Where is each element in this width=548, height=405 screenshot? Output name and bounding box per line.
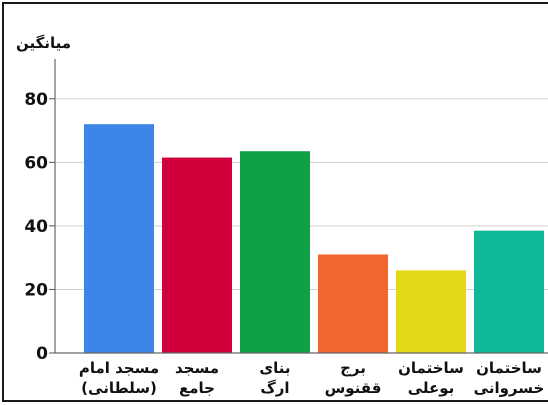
x-tick-label: مسجد [175, 359, 219, 377]
bar [318, 254, 388, 353]
bar [396, 270, 466, 353]
bar-chart: میانگین 0 20 40 60 80 مسجد امام (سلطانی) مسجد جام… [16, 34, 548, 397]
x-tick-label: خسروانی [474, 379, 545, 397]
x-tick-label: ساختمان [476, 359, 542, 377]
bars [84, 124, 544, 353]
x-tick-label: ساختمان [398, 359, 464, 377]
y-tick-label: 80 [24, 90, 48, 110]
y-tick-label: 20 [24, 280, 48, 300]
x-tick-label: (سلطانی) [81, 379, 157, 397]
bar [162, 157, 232, 353]
bar [474, 230, 544, 353]
x-tick-label: بوعلی [408, 379, 455, 397]
x-tick-label: بنای [259, 359, 290, 377]
x-tick-label: مسجد امام [79, 359, 159, 377]
bar [84, 124, 154, 353]
labels: میانگین 0 20 40 60 80 مسجد امام (سلطانی) مسجد جام… [16, 34, 544, 397]
x-tick-label: برج [340, 359, 366, 377]
axes [49, 59, 548, 354]
y-tick-label: 40 [24, 217, 48, 237]
x-tick-label: ارگ [260, 379, 289, 397]
bar [240, 151, 310, 353]
y-tick-label: 0 [36, 344, 48, 364]
x-tick-label: جامع [179, 379, 215, 397]
x-tick-label: ققنوس [325, 379, 382, 397]
y-tick-label: 60 [24, 153, 48, 173]
y-axis-label: میانگین [16, 34, 71, 52]
